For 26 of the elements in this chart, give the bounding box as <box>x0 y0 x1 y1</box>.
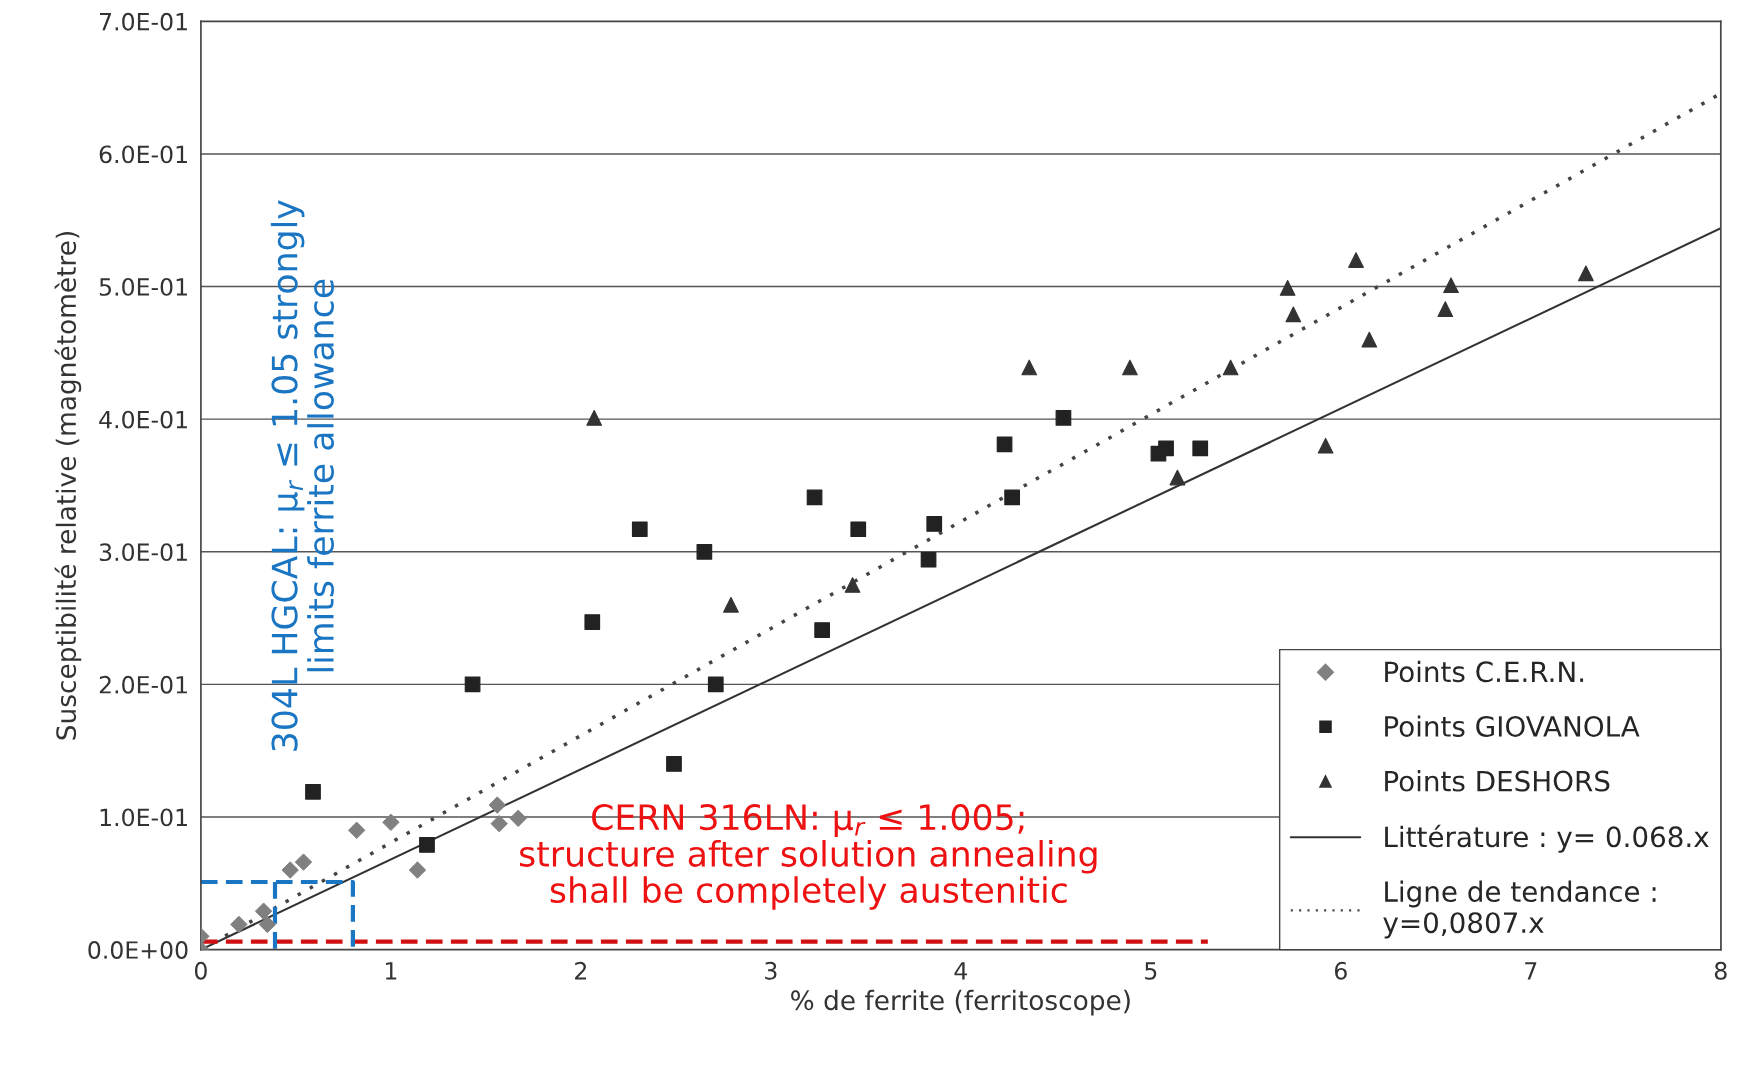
y-tick-label: 4.0E-01 <box>99 410 187 429</box>
x-tick-label: 2 <box>575 961 587 980</box>
x-tick-label: 8 <box>1714 961 1727 980</box>
y-tick-label: 6.0E-01 <box>99 145 187 164</box>
x-tick-label: 5 <box>1145 962 1157 980</box>
y-tick-label: 7.0E-01 <box>100 12 187 31</box>
x-tick-label: 4 <box>954 962 968 980</box>
y-tick-label: 2.0E-01 <box>99 675 187 694</box>
x-tick-label: 1 <box>385 962 397 980</box>
annotation: CERN 316LN: μ$_{r}$ ≤ 1.005; structure after solution annealing shall be completely austenitic <box>519 804 1097 910</box>
y-axis-title: Susceptibilité relative (magnétomètre) <box>54 232 82 740</box>
x-axis-title: % de ferrite (ferritoscope) <box>791 989 1130 1016</box>
y-tick-label: 0.0E+00 <box>88 941 188 959</box>
y-tick-label: 1.0E-01 <box>100 808 187 827</box>
annotation: 304L HGCAL: μ$_{r}$ ≤ 1.05 strongly limits ferrite allowance <box>270 200 335 751</box>
x-tick-label: 6 <box>1334 961 1347 980</box>
x-tick-label: 7 <box>1525 962 1537 980</box>
x-tick-label: 3 <box>765 961 777 980</box>
legend-label: Points C.E.R.N. <box>1385 660 1584 683</box>
y-tick-label: 5.0E-01 <box>99 278 187 296</box>
legend-label: Points GIOVANOLA <box>1385 715 1640 737</box>
y-tick-label: 3.0E-01 <box>99 543 187 562</box>
legend-label: Ligne de tendance : y=0,0807.x <box>1383 880 1656 939</box>
x-tick-label: 0 <box>194 961 207 980</box>
legend-label: Points DESHORS <box>1385 770 1610 792</box>
legend-label: Littérature : y= 0.068.x <box>1385 824 1709 853</box>
